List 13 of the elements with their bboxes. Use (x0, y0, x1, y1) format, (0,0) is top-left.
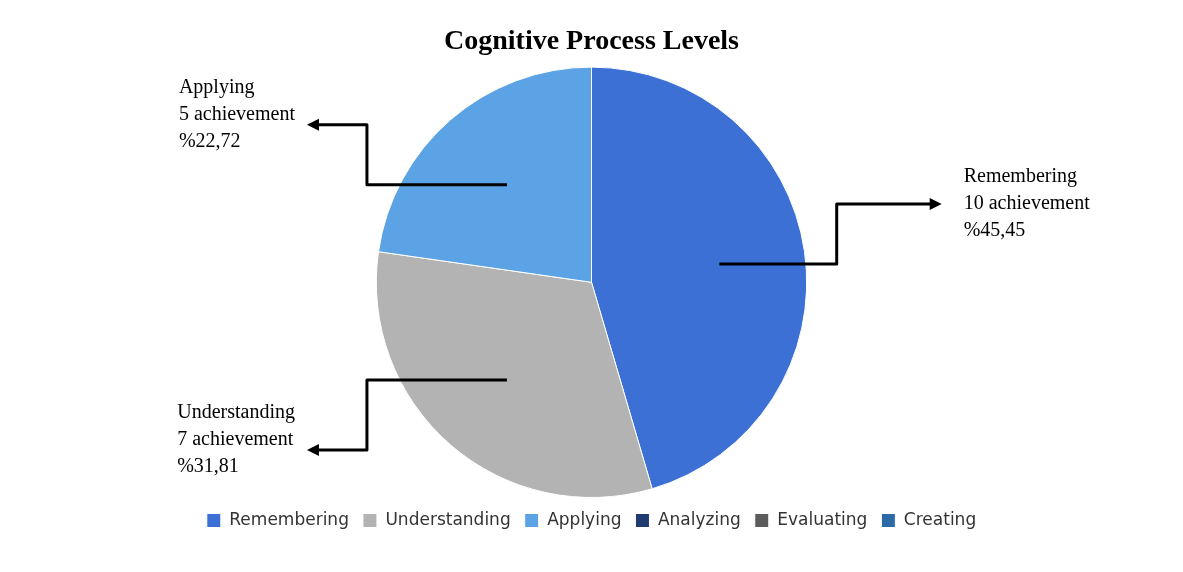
chart-title: Cognitive Process Levels (444, 24, 740, 56)
legend-label: Analyzing (657, 508, 741, 529)
data-label: 10 achievement %45,45 (963, 191, 1091, 241)
slice-label: Applying (178, 74, 255, 98)
data-label: 5 achievement %22,72 (178, 101, 296, 151)
legend-label: Applying (547, 508, 622, 529)
slice-label: Understanding (177, 400, 295, 424)
legend-label: Remembering (229, 508, 349, 529)
legend-label: Evaluating (777, 508, 868, 529)
slice-label: Remembering (963, 164, 1078, 188)
legend-label: Creating (903, 508, 977, 529)
data-label: 7 achievement %31,81 (177, 427, 294, 477)
legend-label: Understanding (385, 508, 511, 529)
